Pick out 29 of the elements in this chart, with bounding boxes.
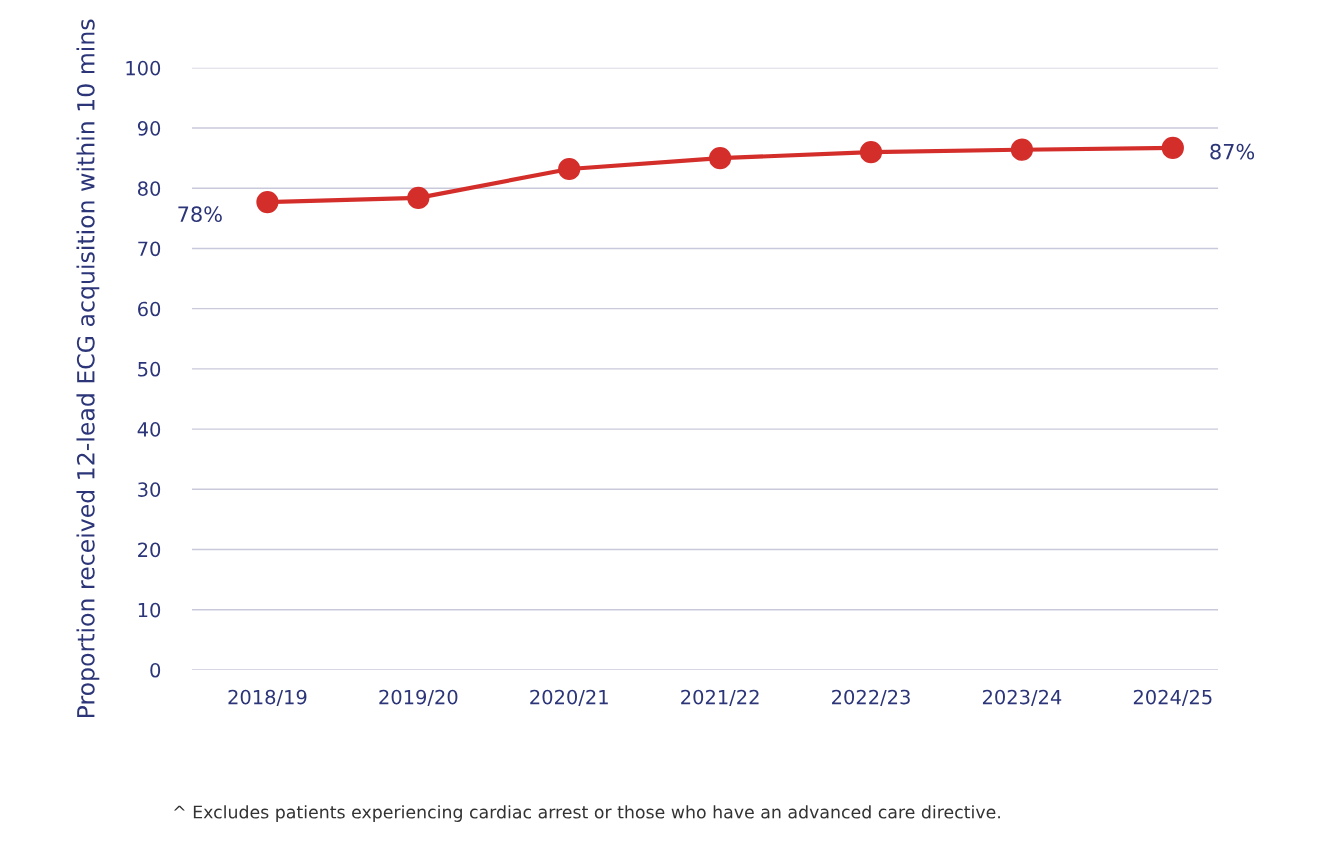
data-label: 78%: [178, 206, 222, 223]
y-tick-label: 20: [138, 542, 161, 558]
x-tick-label: 2021/22: [681, 689, 759, 706]
y-tick-label: 80: [138, 181, 161, 196]
y-tick-label: 10: [138, 602, 161, 618]
data-label: 87%: [1210, 143, 1255, 160]
y-tick-label: 100: [126, 60, 161, 76]
point: [1161, 136, 1184, 160]
y-tick-label: 40: [137, 422, 161, 437]
point: [859, 141, 883, 164]
x-tick-label: 2022/23: [832, 689, 910, 706]
point: [558, 157, 581, 181]
y-tick-label: 70: [138, 241, 161, 257]
x-tick-label: 2023/24: [982, 689, 1062, 706]
text: ^ Excludes patients experiencing cardiac arrest or those who have an advanced care directive.: [173, 805, 1000, 822]
y-tick-label: 30: [138, 482, 161, 497]
x-tick-label: 2024/25: [1133, 689, 1212, 706]
point: [709, 147, 732, 170]
point: [256, 190, 279, 214]
x-tick-label: 2019/20: [379, 689, 458, 706]
y-tick-label: 60: [138, 301, 161, 317]
x-tick-label: 2018/19: [228, 689, 307, 706]
y-axis-title: Proportion received 12-lead ECG acquisition within 10 mins: [76, 19, 100, 718]
point: [407, 186, 430, 210]
x-tick-label: 2020/21: [530, 689, 608, 706]
y-tick-label: 0: [150, 662, 161, 678]
y-tick-label: 50: [138, 361, 161, 377]
point: [1010, 138, 1034, 161]
y-tick-label: 90: [137, 121, 161, 136]
